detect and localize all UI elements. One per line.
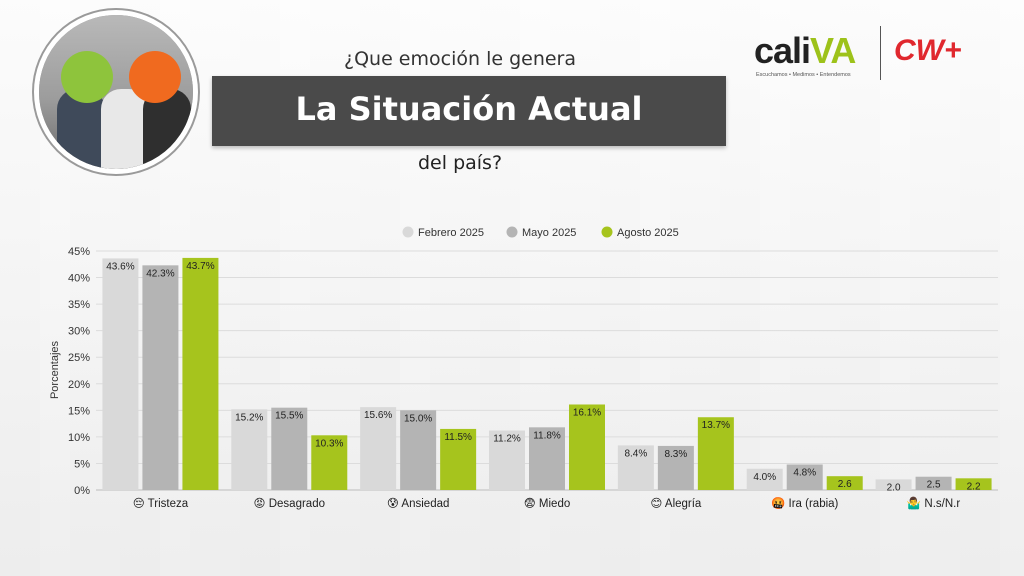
bar	[786, 464, 823, 490]
bar-value-label: 42.3%	[146, 268, 174, 279]
bar	[311, 435, 348, 490]
bar-value-label: 11.2%	[493, 434, 521, 445]
bar-value-label: 43.6%	[106, 261, 134, 272]
y-tick-label: 20%	[68, 379, 90, 391]
bar-value-label: 15.2%	[235, 412, 263, 423]
bar	[875, 479, 912, 490]
bar	[489, 430, 525, 490]
category-label: 😡 Desagrado	[254, 497, 325, 510]
category-label: 😊 Alegría	[650, 497, 702, 510]
bar-value-label: 4.0%	[753, 472, 776, 483]
bar	[529, 427, 565, 490]
bar	[826, 476, 863, 490]
y-tick-label: 25%	[68, 352, 90, 364]
bar	[746, 468, 783, 490]
bar-value-label: 4.8%	[793, 468, 816, 479]
bar	[400, 410, 437, 490]
category-label: 😰 Ansiedad	[387, 497, 450, 510]
bar-value-label: 15.0%	[404, 413, 432, 424]
legend-label: Agosto 2025	[617, 227, 679, 239]
cw-plus-logo: CW+	[894, 34, 962, 67]
bar-value-label: 15.5%	[275, 411, 303, 422]
y-axis-label: Porcentajes	[49, 340, 61, 399]
y-tick-label: 5%	[74, 458, 90, 470]
page-title: La Situación Actual	[295, 90, 643, 128]
y-tick-label: 35%	[68, 299, 90, 311]
y-tick-label: 15%	[68, 405, 90, 417]
header-photo	[34, 10, 198, 174]
bar	[697, 417, 734, 490]
caliva-logo-accent: VA	[810, 30, 856, 71]
bar	[231, 409, 268, 490]
category-label: 😔 Tristeza	[133, 497, 189, 510]
y-tick-label: 40%	[68, 273, 90, 285]
bar-value-label: 43.7%	[186, 261, 214, 272]
bar-value-label: 13.7%	[702, 420, 730, 431]
bar	[657, 445, 694, 490]
legend-marker	[601, 226, 613, 238]
nauseated-face-icon	[61, 51, 113, 103]
bar	[955, 478, 992, 490]
bar	[142, 265, 179, 490]
question-top: ¿Que emoción le genera	[344, 48, 577, 70]
y-tick-label: 45%	[68, 246, 90, 258]
bar-value-label: 8.3%	[664, 449, 687, 460]
bar	[271, 407, 308, 490]
angry-face-icon	[129, 51, 181, 103]
legend-marker	[402, 226, 414, 238]
category-label: 😨 Miedo	[524, 497, 571, 510]
bar-value-label: 15.6%	[364, 410, 392, 421]
bar-value-label: 2.2	[967, 481, 981, 492]
logo-divider	[880, 26, 881, 80]
y-tick-label: 30%	[68, 326, 90, 338]
bar	[182, 257, 219, 490]
bar	[360, 407, 397, 490]
bar-value-label: 11.5%	[444, 432, 472, 443]
bar	[440, 428, 477, 490]
bar	[617, 445, 654, 490]
bar-value-label: 11.8%	[533, 430, 561, 441]
title-bar: La Situación Actual	[212, 76, 726, 146]
category-label: 🤬 Ira (rabia)	[771, 496, 839, 510]
y-tick-label: 0%	[74, 485, 90, 497]
bar-value-label: 2.0	[887, 482, 901, 493]
caliva-tagline: Escuchamos • Medimos • Entendemos	[756, 72, 851, 78]
bar-value-label: 16.1%	[573, 407, 601, 418]
bar	[102, 258, 139, 490]
legend-label: Febrero 2025	[418, 227, 484, 239]
bar-value-label: 8.4%	[624, 448, 647, 459]
question-bottom: del país?	[418, 152, 503, 174]
legend-marker	[506, 226, 518, 238]
bar-value-label: 2.6	[838, 479, 852, 490]
bar-value-label: 2.5	[927, 480, 941, 491]
bar	[915, 476, 952, 490]
caliva-logo: caliVA Escuchamos • Medimos • Entendemos	[754, 30, 868, 82]
bar-value-label: 10.3%	[315, 438, 343, 449]
legend-label: Mayo 2025	[522, 227, 576, 239]
y-tick-label: 10%	[68, 432, 90, 444]
category-label: 🤷‍♂️ N.s/N.r	[907, 496, 960, 510]
caliva-logo-word: cali	[754, 30, 811, 71]
bar	[569, 404, 605, 490]
